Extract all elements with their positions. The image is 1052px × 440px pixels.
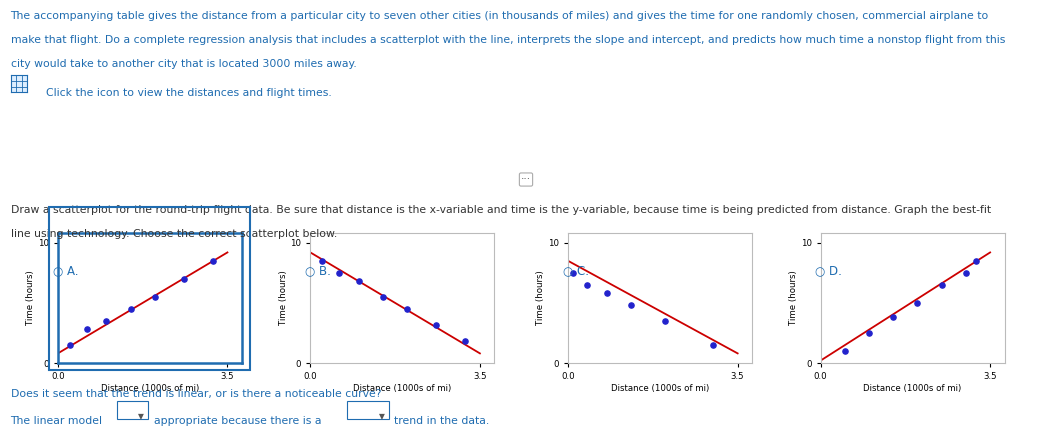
Point [909,299,926,306]
Text: city would take to another city that is located 3000 miles away.: city would take to another city that is … [11,59,357,70]
Point [599,290,615,297]
X-axis label: Distance (1000s of mi): Distance (1000s of mi) [101,384,199,393]
Text: Does it seem that the trend is linear, or is there a noticeable curve?: Does it seem that the trend is linear, o… [11,389,381,400]
Point [375,293,391,301]
Text: The linear model: The linear model [11,416,102,426]
Point [315,257,331,264]
Text: make that flight. Do a complete regression analysis that includes a scatterplot : make that flight. Do a complete regressi… [11,35,1005,45]
X-axis label: Distance (1000s of mi): Distance (1000s of mi) [353,384,451,393]
Point [204,257,221,264]
Y-axis label: Time (hours): Time (hours) [279,271,287,326]
Text: ▼: ▼ [379,412,385,421]
Point [79,326,96,333]
Text: trend in the data.: trend in the data. [394,416,490,426]
Point [122,305,139,312]
Point [967,257,984,264]
Text: ▼: ▼ [138,412,144,421]
Point [836,348,853,355]
Y-axis label: Time (hours): Time (hours) [537,271,545,326]
Point [62,341,79,348]
X-axis label: Distance (1000s of mi): Distance (1000s of mi) [611,384,709,393]
Point [933,281,950,288]
Text: appropriate because there is a: appropriate because there is a [154,416,321,426]
Point [98,317,115,324]
Text: ○ B.: ○ B. [305,264,331,277]
Point [656,317,673,324]
Point [331,269,348,276]
Text: Click the icon to view the distances and flight times.: Click the icon to view the distances and… [32,88,331,98]
Point [350,278,367,285]
Point [565,269,582,276]
Point [579,281,595,288]
Y-axis label: Time (hours): Time (hours) [789,271,797,326]
Point [705,341,722,348]
Point [457,338,473,345]
Text: line using technology. Choose the correct scatterplot below.: line using technology. Choose the correc… [11,229,337,239]
Text: ○ C.: ○ C. [563,264,589,277]
Text: Draw a scatterplot for the round-trip flight data. Be sure that distance is the : Draw a scatterplot for the round-trip fl… [11,205,991,215]
Y-axis label: Time (hours): Time (hours) [26,271,35,326]
Point [623,302,640,309]
Point [861,330,877,337]
Text: ○ D.: ○ D. [815,264,843,277]
Point [146,293,163,301]
Text: ···: ··· [521,175,531,184]
Point [399,305,416,312]
Point [176,275,193,282]
Point [957,269,974,276]
Point [885,314,902,321]
Text: The accompanying table gives the distance from a particular city to seven other : The accompanying table gives the distanc… [11,11,989,21]
X-axis label: Distance (1000s of mi): Distance (1000s of mi) [864,384,962,393]
Text: ○ A.: ○ A. [53,264,78,277]
Point [428,321,445,328]
